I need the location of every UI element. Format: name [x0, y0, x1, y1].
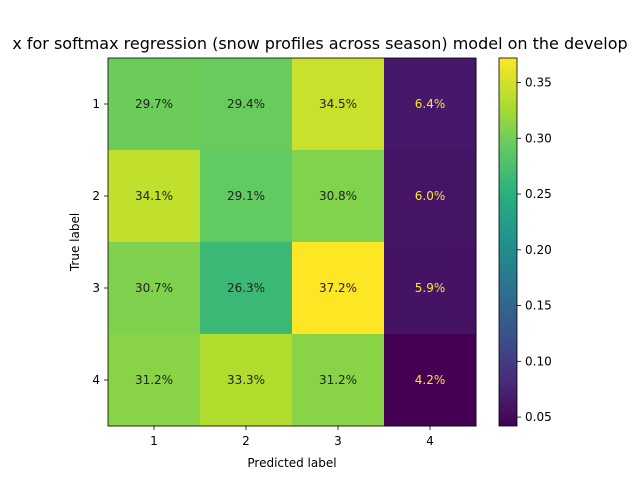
- colorbar-tick-label: 0.25: [525, 187, 552, 201]
- colorbar-tick-label: 0.30: [525, 131, 552, 145]
- cell-value-label: 6.4%: [415, 97, 446, 111]
- x-tick-label: 3: [334, 434, 342, 448]
- heatmap-cell-labels: 29.7% 29.4% 34.5% 6.4% 34.1% 29.1% 30.8% 6.0% 30…: [135, 97, 445, 387]
- cell-value-label: 31.2%: [319, 373, 357, 387]
- y-tick-label: 4: [92, 373, 100, 387]
- x-tick-label: 2: [242, 434, 250, 448]
- cell-value-label: 30.8%: [319, 189, 357, 203]
- heatmap-cell: [292, 58, 385, 151]
- colorbar-tick-label: 0.20: [525, 243, 552, 257]
- x-tick-label: 1: [150, 434, 158, 448]
- colorbar-tick-label: 0.35: [525, 76, 552, 90]
- heatmap-cell: [384, 150, 477, 243]
- heatmap-cell: [292, 334, 385, 427]
- cell-value-label: 4.2%: [415, 373, 446, 387]
- x-axis-ticks: 1 2 3 4: [150, 426, 434, 448]
- cell-value-label: 29.4%: [227, 97, 265, 111]
- heatmap-cell: [108, 242, 201, 335]
- heatmap-cell: [384, 242, 477, 335]
- chart-title: x for softmax regression (snow profiles …: [12, 34, 627, 53]
- heatmap-cell: [384, 334, 477, 427]
- cell-value-label: 31.2%: [135, 373, 173, 387]
- y-axis-ticks: 1 2 3 4: [92, 97, 108, 387]
- y-tick-label: 1: [92, 97, 100, 111]
- cell-value-label: 6.0%: [415, 189, 446, 203]
- heatmap-cell: [200, 150, 293, 243]
- y-axis-label: True label: [68, 213, 82, 272]
- cell-value-label: 26.3%: [227, 281, 265, 295]
- cell-value-label: 30.7%: [135, 281, 173, 295]
- heatmap-cell: [200, 58, 293, 151]
- heatmap-cell: [200, 334, 293, 427]
- colorbar-tick-label: 0.15: [525, 299, 552, 313]
- colorbar-tick-label: 0.10: [525, 354, 552, 368]
- heatmap-cell: [200, 242, 293, 335]
- cell-value-label: 29.7%: [135, 97, 173, 111]
- cell-value-label: 29.1%: [227, 189, 265, 203]
- cell-value-label: 33.3%: [227, 373, 265, 387]
- x-tick-label: 4: [426, 434, 434, 448]
- cell-value-label: 5.9%: [415, 281, 446, 295]
- x-axis-label: Predicted label: [247, 456, 336, 470]
- heatmap-cell: [108, 58, 201, 151]
- heatmap-cell: [292, 150, 385, 243]
- colorbar: [498, 57, 518, 427]
- heatmap-cell: [384, 58, 477, 151]
- heatmap-cell: [108, 334, 201, 427]
- cell-value-label: 34.5%: [319, 97, 357, 111]
- colorbar-tick-label: 0.05: [525, 410, 552, 424]
- cell-value-label: 37.2%: [319, 281, 357, 295]
- heatmap-cell: [108, 150, 201, 243]
- cell-value-label: 34.1%: [135, 189, 173, 203]
- colorbar-ticks: 0.05 0.10 0.15 0.20 0.25 0.30 0.35: [517, 76, 552, 424]
- y-tick-label: 3: [92, 281, 100, 295]
- y-tick-label: 2: [92, 189, 100, 203]
- heatmap-frame: [107, 57, 477, 427]
- heatmap-cell: [292, 242, 385, 335]
- heatmap-cells: [108, 58, 477, 427]
